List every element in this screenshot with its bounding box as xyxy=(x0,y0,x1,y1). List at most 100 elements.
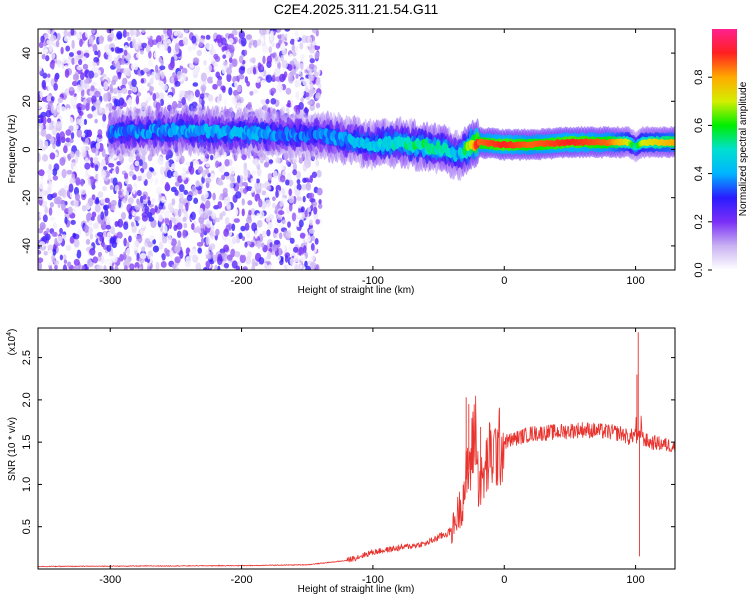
spectrogram-cell xyxy=(51,127,58,136)
spectrogram-cell xyxy=(221,64,226,75)
spectrogram-cell xyxy=(300,206,305,213)
spectrogram-cell xyxy=(90,216,95,221)
spectrogram-cell xyxy=(293,255,300,263)
spectrogram-cell xyxy=(181,67,188,75)
spectrogram-cell xyxy=(73,258,80,266)
spectrogram-cell xyxy=(132,38,136,49)
spectrogram-cell xyxy=(234,251,241,258)
spectrogram-cell xyxy=(297,262,303,270)
spectrogram-cell xyxy=(258,198,263,208)
spectrogram-cell xyxy=(243,167,249,176)
spectrogram-cell xyxy=(139,222,146,228)
spectrogram-cell xyxy=(112,177,118,187)
spectrogram-cell xyxy=(124,229,131,236)
snr-x-ticks: -300 -200 -100 0 100 xyxy=(99,328,645,586)
spectrogram-cell xyxy=(205,34,211,40)
spectrogram-cell xyxy=(207,94,214,102)
spectrogram-cell xyxy=(242,267,248,270)
spectrogram-cell xyxy=(94,204,101,213)
spectrogram-cell xyxy=(238,30,246,40)
spectrogram-cell xyxy=(102,113,107,122)
spectrogram-cell xyxy=(287,221,291,228)
spectrogram-cell xyxy=(205,219,212,229)
spectrogram-cell xyxy=(124,177,129,185)
spectrogram-cell xyxy=(282,170,287,177)
spectrogram-cell xyxy=(248,42,252,49)
spectrogram-cell xyxy=(289,237,295,244)
spectrogram-cell xyxy=(147,200,152,206)
spectrogram-cell xyxy=(67,116,74,126)
spectrogram-cell xyxy=(98,35,104,45)
spectrogram-cell xyxy=(188,45,192,52)
spectrogram-cell xyxy=(103,204,110,211)
spectrogram-cell xyxy=(95,196,100,204)
spectrogram-cell xyxy=(59,38,63,46)
spectrogram-cell xyxy=(73,165,79,172)
chart-title: C2E4.2025.311.21.54.G11 xyxy=(274,1,439,17)
spectrogram-cell xyxy=(291,93,296,101)
spectrogram-cell xyxy=(292,246,299,253)
spectrogram-cell xyxy=(94,164,99,172)
spectrogram-y-tick-label: 40 xyxy=(21,47,33,59)
spectrogram-cell xyxy=(302,195,306,203)
spectrogram-cell xyxy=(38,169,45,177)
spectrogram-cell xyxy=(180,76,184,82)
spectrogram-cell xyxy=(43,41,47,47)
spectrogram-cell xyxy=(57,97,63,104)
spectrogram-cell xyxy=(296,196,302,201)
spectrogram-cell xyxy=(80,189,87,195)
spectrogram-cell xyxy=(63,36,70,42)
spectrogram-cell xyxy=(126,183,133,193)
spectrogram-cell xyxy=(104,208,109,217)
spectrogram-cell xyxy=(136,52,141,59)
spectrogram-cell xyxy=(161,175,167,181)
spectrogram-cell xyxy=(174,42,180,53)
spectrogram-cell xyxy=(46,169,53,176)
spectrogram-cell xyxy=(149,77,154,85)
spectrogram-cell xyxy=(61,57,68,64)
spectrogram-cell xyxy=(90,85,95,92)
spectrogram-cell xyxy=(314,238,319,245)
spectrogram-cell xyxy=(209,243,216,250)
spectrogram-cell xyxy=(261,230,267,238)
spectrogram-cell xyxy=(123,221,129,230)
spectrogram-cell xyxy=(40,35,45,44)
spectrogram-cell xyxy=(147,30,151,39)
spectrogram-cell xyxy=(179,155,185,164)
spectrogram-cell xyxy=(182,198,189,203)
spectrogram-cell xyxy=(40,128,47,137)
spectrogram-cell xyxy=(69,178,74,186)
spectrogram-cell xyxy=(298,246,305,257)
spectrogram-cell xyxy=(171,198,176,206)
spectrogram-cell xyxy=(64,88,70,96)
spectrogram-cell xyxy=(236,85,242,93)
spectrogram-cell xyxy=(223,244,230,252)
spectrogram-cell xyxy=(108,29,114,32)
spectrogram-cell xyxy=(275,189,279,198)
spectrogram-cell xyxy=(256,39,262,46)
spectrogram-cell xyxy=(262,45,269,54)
spectrogram-cell xyxy=(87,113,93,119)
spectrogram-cell xyxy=(255,195,261,201)
spectrogram-cell xyxy=(240,247,246,256)
spectrogram-cell xyxy=(316,187,323,196)
spectrogram-cell xyxy=(278,232,283,240)
spectrogram-cell xyxy=(237,156,242,162)
spectrogram-cell xyxy=(55,121,62,128)
spectrogram-cell xyxy=(123,237,127,247)
spectrogram-cell xyxy=(56,32,61,41)
spectrogram-cell xyxy=(158,202,164,210)
spectrogram-cell xyxy=(242,181,248,187)
spectrogram-cell xyxy=(148,58,154,67)
spectrogram-cell xyxy=(229,63,233,69)
spectrogram-x-ticks: -300 -200 -100 0 100 xyxy=(99,29,645,287)
spectrogram-cell xyxy=(224,210,231,218)
spectrogram-cell xyxy=(118,198,122,208)
spectrogram-cell xyxy=(141,246,146,253)
spectrogram-cell xyxy=(204,206,209,216)
spectrogram-cell xyxy=(54,74,58,83)
spectrogram-cell xyxy=(164,247,168,254)
spectrogram-cell xyxy=(44,33,49,39)
spectrogram-cell xyxy=(143,93,148,103)
spectrogram-cell xyxy=(207,76,214,84)
